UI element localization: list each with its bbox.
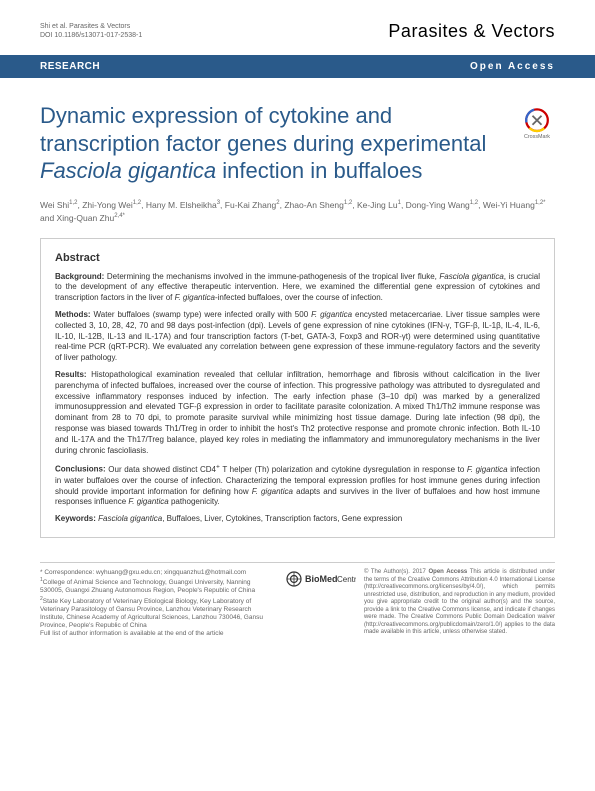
- background-text: Determining the mechanisms involved in t…: [55, 272, 540, 303]
- keywords-text: Fasciola gigantica, Buffaloes, Liver, Cy…: [98, 514, 402, 523]
- article-type-bar: RESEARCH Open Access: [0, 55, 595, 78]
- article-type-label: RESEARCH: [40, 60, 100, 73]
- abstract-box: Abstract Background: Determining the mec…: [40, 238, 555, 538]
- results-label: Results:: [55, 370, 87, 379]
- doi-text: DOI 10.1186/s13071-017-2538-1: [40, 32, 142, 40]
- citation-text: Shi et al. Parasites & Vectors: [40, 23, 142, 31]
- correspondence-block: * Correspondence: wyhuang@gxu.edu.cn; xi…: [40, 569, 274, 638]
- footer-area: * Correspondence: wyhuang@gxu.edu.cn; xi…: [40, 562, 555, 638]
- open-access-label: Open Access: [470, 60, 555, 73]
- abstract-keywords: Keywords: Fasciola gigantica, Buffaloes,…: [55, 514, 540, 525]
- keywords-label: Keywords:: [55, 514, 96, 523]
- article-title: Dynamic expression of cytokine and trans…: [40, 102, 555, 185]
- license-text: © The Author(s). 2017 Open Access This a…: [364, 569, 555, 637]
- abstract-methods: Methods: Water buffaloes (swamp type) we…: [55, 310, 540, 364]
- crossmark-icon[interactable]: CrossMark: [519, 104, 555, 140]
- background-label: Background:: [55, 272, 104, 281]
- abstract-background: Background: Determining the mechanisms i…: [55, 272, 540, 304]
- conclusions-label: Conclusions:: [55, 465, 106, 474]
- citation-block: Shi et al. Parasites & Vectors DOI 10.11…: [40, 23, 142, 40]
- abstract-conclusions: Conclusions: Our data showed distinct CD…: [55, 462, 540, 508]
- svg-text:BioMed: BioMed: [305, 574, 338, 584]
- methods-label: Methods:: [55, 310, 91, 319]
- journal-name: Parasites & Vectors: [388, 20, 555, 43]
- abstract-heading: Abstract: [55, 251, 540, 265]
- page-header: Shi et al. Parasites & Vectors DOI 10.11…: [0, 0, 595, 55]
- abstract-results: Results: Histopathological examination r…: [55, 370, 540, 456]
- conclusions-text: Our data showed distinct CD4+ T helper (…: [55, 465, 540, 506]
- methods-text: Water buffaloes (swamp type) were infect…: [55, 310, 540, 362]
- title-section: Dynamic expression of cytokine and trans…: [0, 78, 595, 199]
- author-list: Wei Shi1,2, Zhi-Yong Wei1,2, Hany M. Els…: [0, 199, 595, 238]
- svg-text:CrossMark: CrossMark: [524, 135, 550, 141]
- footer-right: BioMed Central © The Author(s). 2017 Ope…: [286, 569, 555, 637]
- svg-text:Central: Central: [337, 575, 356, 584]
- biomed-central-logo: BioMed Central: [286, 569, 356, 589]
- results-text: Histopathological examination revealed t…: [55, 370, 540, 455]
